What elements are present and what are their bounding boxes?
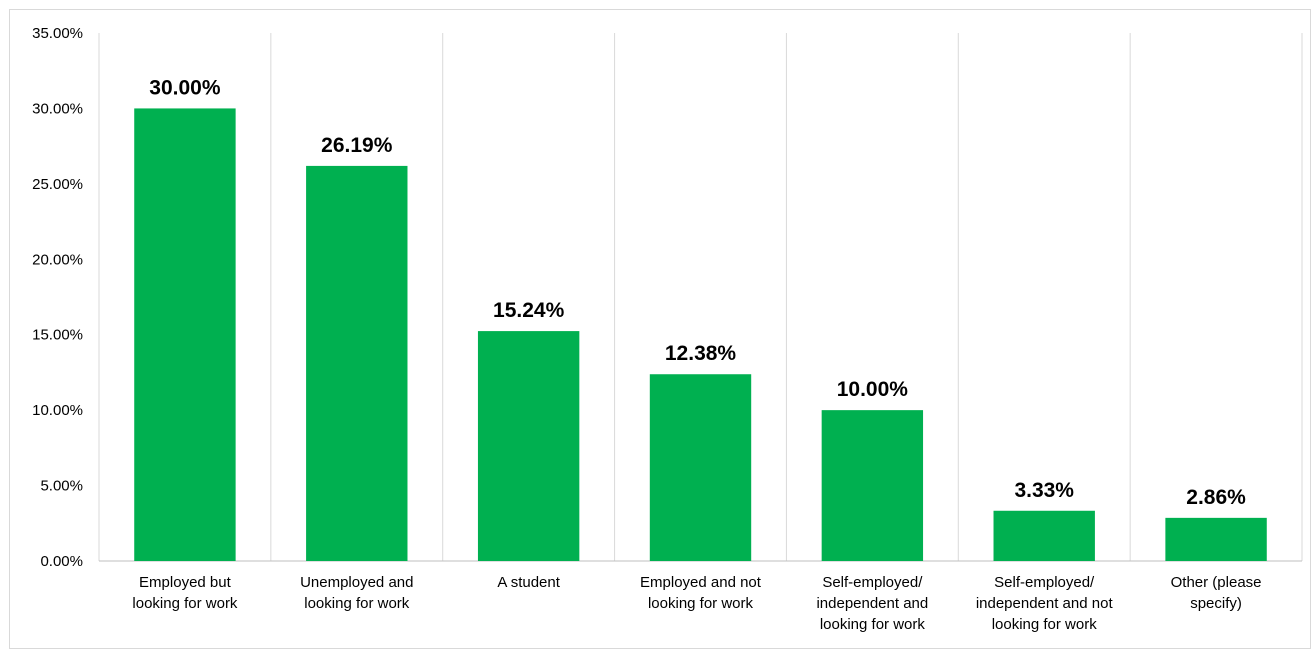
bar [306, 165, 408, 561]
x-category-label-line: looking for work [304, 595, 410, 612]
data-label: 30.00% [149, 76, 221, 99]
x-category-label-line: specify) [1190, 595, 1242, 612]
x-category-label-line: Self-employed/ [822, 574, 923, 591]
x-category-label: Other (please specify) [1171, 574, 1262, 612]
data-label: 10.00% [837, 378, 909, 401]
x-category-label: Self-employed/independent and looking for… [816, 574, 928, 633]
x-category-label-line: looking for work [648, 595, 754, 612]
bar [477, 331, 580, 561]
bar [134, 108, 236, 561]
axis-layer: 0.00% 5.00% 10.00% 15.00% 20.00% 25.00% 30.00%… [32, 25, 1302, 570]
x-category-label-line: looking for work [992, 616, 1098, 633]
data-label: 3.33% [1014, 479, 1074, 502]
x-category-label-line: looking for work [820, 616, 926, 633]
data-label: 15.24% [493, 299, 565, 322]
y-tick-label: 15.00% [32, 327, 83, 344]
y-tick-label: 10.00% [32, 402, 83, 419]
data-label: 2.86% [1186, 486, 1246, 509]
x-category-label: Unemployed and looking for work [300, 574, 413, 612]
x-category-label: Employed but looking for work [132, 574, 238, 612]
bar [993, 510, 1095, 561]
bar [649, 374, 752, 561]
x-category-label-line: Unemployed and [300, 574, 413, 591]
bar-chart: 0.00% 5.00% 10.00% 15.00% 20.00% 25.00% 30.00%… [32, 25, 1303, 633]
y-tick-label: 5.00% [40, 478, 83, 495]
y-tick-label: 0.00% [40, 553, 83, 570]
x-category-label-line: Employed and not [640, 574, 762, 591]
data-label: 12.38% [665, 342, 737, 365]
data-label: 26.19% [321, 134, 393, 157]
x-category-label-line: Other (please [1171, 574, 1262, 591]
x-category-label-line: Employed but [139, 574, 232, 591]
x-category-label: Employed and not looking for work [640, 574, 762, 612]
y-tick-label: 30.00% [32, 100, 83, 117]
y-tick-label: 25.00% [32, 176, 83, 193]
x-category-label-line: Self-employed/ [994, 574, 1095, 591]
x-category-label-line: looking for work [132, 595, 238, 612]
x-category-label-line: A student [497, 574, 560, 591]
x-category-label: A student [497, 574, 560, 591]
y-tick-label: 35.00% [32, 25, 83, 42]
bar [821, 410, 924, 561]
label-layer: 30.00% Employed but looking for work 26.19%… [132, 76, 1261, 633]
grid-layer [98, 33, 1303, 561]
bar-layer [134, 108, 1267, 561]
bar [1165, 517, 1267, 561]
x-category-label-line: independent and [816, 595, 928, 612]
y-tick-label: 20.00% [32, 251, 83, 268]
x-category-label: Self-employed/independent and not looking… [976, 574, 1114, 633]
x-category-label-line: independent and not [976, 595, 1114, 612]
chart-frame: 0.00% 5.00% 10.00% 15.00% 20.00% 25.00% 30.00%… [9, 9, 1311, 649]
